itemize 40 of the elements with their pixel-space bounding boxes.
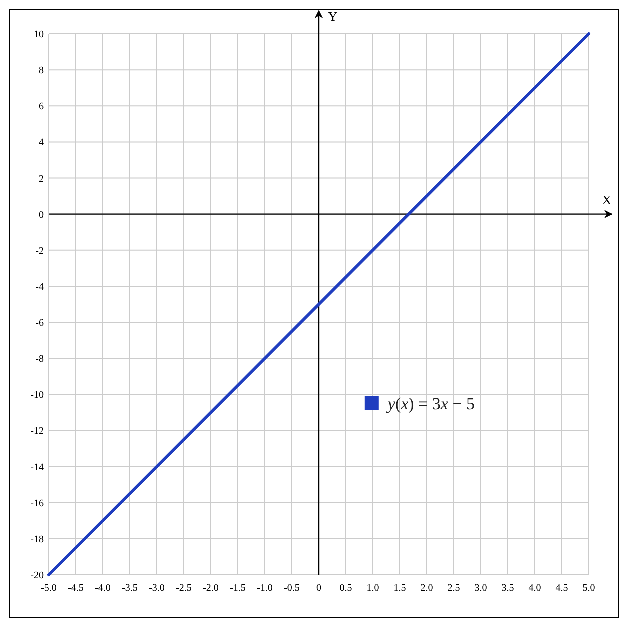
y-tick-label: -4 <box>36 282 44 293</box>
y-tick-label: -2 <box>36 246 44 257</box>
x-tick-label: 3.5 <box>502 583 514 594</box>
y-tick-label: 2 <box>39 174 44 185</box>
y-tick-label: -6 <box>36 318 44 330</box>
x-tick-label: 3.0 <box>474 583 488 594</box>
x-tick-label: -0.5 <box>284 583 300 594</box>
x-tick-label: -1.0 <box>257 583 273 594</box>
y-tick-label: -18 <box>30 534 44 546</box>
x-tick-label: -4.0 <box>95 583 111 594</box>
x-tick-label: -2.0 <box>203 583 219 594</box>
x-tick-label: 5.0 <box>582 583 596 594</box>
y-tick-label: -10 <box>30 390 44 402</box>
y-tick-label: 4 <box>39 138 44 149</box>
y-tick-label: -16 <box>30 498 44 510</box>
x-tick-label: 0 <box>316 583 322 594</box>
y-tick-label: 10 <box>34 30 44 40</box>
y-tick-label: 8 <box>39 66 44 77</box>
y-tick-label: -12 <box>30 426 44 438</box>
x-tick-label: -2.5 <box>176 583 192 594</box>
x-tick-label: -1.5 <box>230 583 246 594</box>
y-axis-title: Y <box>328 9 338 24</box>
x-tick-label: 1.0 <box>366 583 380 594</box>
x-tick-label: 4.0 <box>528 583 542 594</box>
y-tick-label: 0 <box>39 210 44 221</box>
x-tick-label: 0.5 <box>340 583 352 594</box>
x-axis-title: X <box>602 192 612 208</box>
y-tick-label: 6 <box>39 102 44 113</box>
x-tick-label: -5.0 <box>41 583 57 594</box>
x-tick-label: -4.5 <box>68 583 84 594</box>
x-tick-label: 4.5 <box>556 583 568 594</box>
y-tick-label: -20 <box>30 570 44 582</box>
y-tick-label: -8 <box>36 354 44 366</box>
x-tick-label: -3.5 <box>122 583 138 594</box>
legend-label: y(x) = 3x − 5 <box>386 394 476 414</box>
x-tick-label: 2.5 <box>448 583 460 594</box>
y-tick-label: -14 <box>30 462 44 474</box>
x-tick-label: 1.5 <box>394 583 406 594</box>
x-tick-label: 2.0 <box>420 583 434 594</box>
x-tick-label: -3.0 <box>149 583 165 594</box>
